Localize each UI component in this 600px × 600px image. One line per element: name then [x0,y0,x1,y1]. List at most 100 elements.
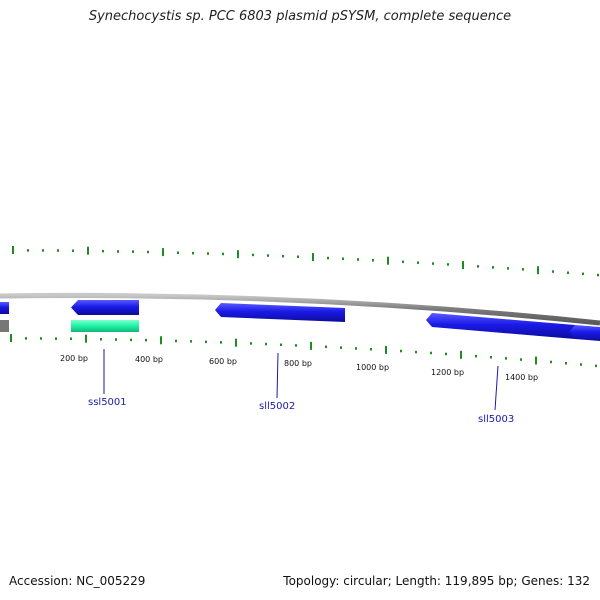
backbone-stub-left [0,320,9,332]
outer-minor-tick [327,256,329,260]
outer-major-tick [312,253,314,262]
outer-tick-ring [12,246,599,277]
inner-minor-tick [340,346,342,349]
outer-major-tick [87,246,89,255]
inner-minor-tick [295,344,297,347]
inner-major-tick [385,345,387,354]
outer-minor-tick [282,254,284,258]
leader-line-sll5003 [494,365,499,411]
inner-minor-tick [580,363,582,366]
inner-minor-tick [370,348,372,351]
gene-arrow-ssl5001[interactable] [71,300,139,315]
outer-major-tick [237,250,239,259]
inner-major-tick [10,334,12,342]
inner-minor-tick [145,338,147,342]
outer-major-tick [537,266,539,275]
scale-label-1400: 1400 bp [505,373,538,382]
outer-minor-tick [207,252,209,255]
outer-minor-tick [342,257,344,260]
outer-minor-tick [492,266,494,269]
outer-major-tick [12,246,14,254]
inner-minor-tick [130,338,132,342]
inner-major-tick [460,350,462,359]
outer-minor-tick [102,249,104,253]
outer-minor-tick [417,261,419,264]
scale-label-600: 600 bp [209,357,237,366]
gene-arrow-sll5003[interactable] [426,313,575,339]
accession-text: Accession: NC_005229 [9,574,146,588]
inner-major-tick [310,341,312,350]
outer-minor-tick [582,272,584,276]
outer-minor-tick [597,273,599,277]
outer-minor-tick [27,249,29,252]
outer-minor-tick [57,249,59,252]
inner-minor-tick [175,339,177,343]
scale-label-200: 200 bp [60,354,88,363]
outer-minor-tick [222,252,224,256]
inner-minor-tick [250,342,252,345]
gene-arrow-left-edge[interactable] [0,302,9,314]
inner-minor-tick [355,347,357,350]
inner-minor-tick [70,337,72,340]
inner-minor-tick [520,358,522,361]
outer-minor-tick [267,254,269,257]
outer-minor-tick [447,263,449,266]
inner-minor-tick [565,362,567,365]
outer-minor-tick [567,271,569,274]
inner-minor-tick [115,338,117,341]
inner-minor-tick [280,343,282,346]
outer-major-tick [387,256,389,265]
gene-label-sll5002[interactable]: sll5002 [259,401,295,412]
outer-minor-tick [42,249,44,252]
gene-arrow-next[interactable] [569,325,600,341]
outer-minor-tick [192,251,194,255]
scale-label-800: 800 bp [284,359,312,368]
inner-minor-tick [190,340,192,343]
sequence-summary-text: Topology: circular; Length: 119,895 bp; … [283,574,590,588]
inner-minor-tick [415,350,417,354]
plasmid-backbone [0,292,600,326]
outer-minor-tick [402,260,404,264]
inner-major-tick [160,336,162,345]
outer-major-tick [162,248,164,257]
gene-label-ssl5001[interactable]: ssl5001 [88,397,127,408]
inner-minor-tick [25,337,27,340]
inner-major-tick [85,334,87,343]
gene-label-sll5003[interactable]: sll5003 [478,414,514,425]
scale-label-400: 400 bp [135,355,163,364]
outer-minor-tick [372,259,374,262]
inner-minor-tick [430,351,432,355]
inner-major-tick [535,356,537,365]
inner-minor-tick [445,352,447,356]
inner-minor-tick [55,337,57,340]
inner-minor-tick [205,340,207,344]
inner-minor-tick [40,337,42,340]
inner-minor-tick [220,341,222,344]
outer-minor-tick [177,251,179,254]
inner-minor-tick [490,356,492,359]
outer-minor-tick [252,253,254,257]
outer-minor-tick [507,267,509,270]
inner-tick-ring [10,334,597,368]
outer-minor-tick [297,255,299,258]
outer-minor-tick [72,249,74,252]
inner-minor-tick [265,342,267,346]
inner-minor-tick [550,360,552,364]
gene-arrow-sll5002[interactable] [215,303,345,322]
inner-minor-tick [475,354,477,358]
map-title: Synechocystis sp. PCC 6803 plasmid pSYSM… [88,9,512,24]
leader-line-sll5002 [276,352,279,399]
outer-major-tick [462,261,464,270]
inner-minor-tick [325,345,327,349]
inner-minor-tick [595,364,597,368]
outer-minor-tick [477,265,479,268]
rna-feature[interactable] [71,320,139,332]
scale-label-1000: 1000 bp [356,363,389,372]
outer-minor-tick [117,250,119,253]
inner-minor-tick [100,338,102,341]
scale-label-1200: 1200 bp [431,368,464,377]
outer-minor-tick [432,262,434,265]
outer-minor-tick [147,250,149,254]
outer-minor-tick [522,268,524,271]
